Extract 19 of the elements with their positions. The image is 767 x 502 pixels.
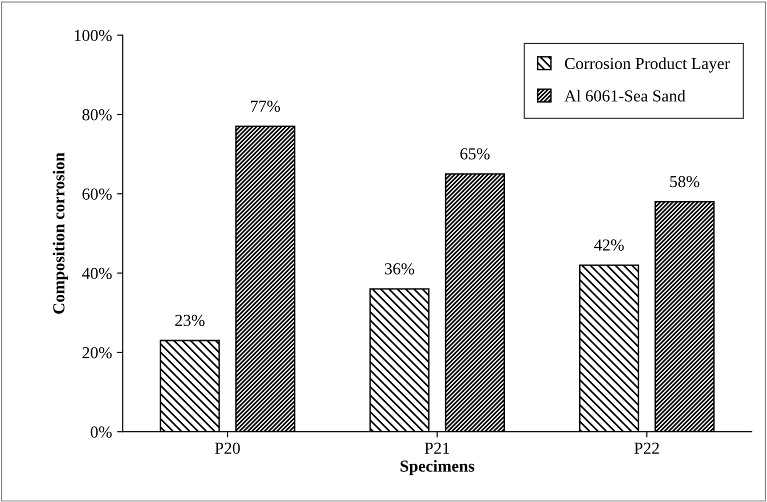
data-label: 65%: [460, 148, 490, 160]
y-tick-label: 100%: [74, 30, 112, 42]
data-label: 36%: [384, 263, 414, 275]
y-tick-label: 40%: [82, 268, 112, 280]
legend-label: Al 6061-Sea Sand: [564, 90, 686, 102]
data-label: 58%: [670, 176, 700, 188]
x-axis-title: Specimens: [400, 460, 474, 476]
data-label: 23%: [175, 314, 205, 326]
y-tick-label: 60%: [82, 188, 112, 200]
x-tick-label: P22: [634, 442, 659, 454]
y-tick-label: 0%: [90, 426, 112, 438]
x-tick-label: P21: [424, 442, 450, 454]
x-tick-label: P20: [215, 442, 240, 454]
y-axis-title: Composition corrosion: [52, 152, 68, 314]
data-label: 42%: [594, 239, 624, 251]
y-tick-label: 20%: [82, 347, 112, 358]
data-label: 77%: [251, 100, 280, 112]
y-tick-label: 80%: [82, 109, 112, 120]
legend-label: Corrosion Product Layer: [564, 57, 730, 73]
